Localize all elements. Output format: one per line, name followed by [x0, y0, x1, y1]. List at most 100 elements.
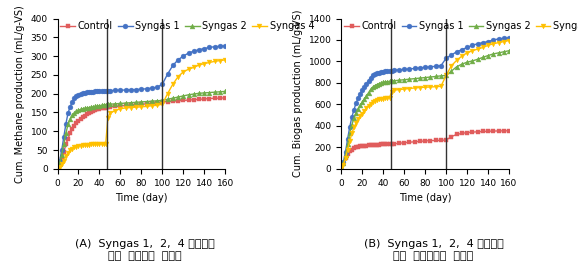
Control: [342, 156, 349, 160]
Control: [69, 128, 76, 131]
Syngas 1: [490, 38, 497, 41]
Syngas 4: [390, 89, 397, 92]
Syngas 1: [443, 57, 450, 60]
Control: [357, 145, 364, 148]
Syngas 1: [469, 44, 476, 47]
Syngas 2: [363, 94, 370, 97]
Syngas 1: [386, 69, 393, 73]
Syngas 2: [66, 118, 73, 121]
Syngas 1: [438, 64, 444, 67]
Syngas 1: [372, 73, 379, 76]
Syngas 4: [361, 109, 368, 113]
Syngas 2: [350, 117, 357, 120]
Line: Syngas 2: Syngas 2: [339, 48, 512, 171]
Syngas 4: [382, 97, 389, 100]
Control: [217, 97, 224, 100]
Syngas 2: [438, 74, 444, 77]
Syngas 2: [58, 153, 65, 156]
Syngas 1: [365, 79, 372, 82]
Syngas 2: [79, 107, 86, 110]
Syngas 4: [133, 106, 140, 109]
Syngas 1: [83, 90, 90, 94]
Syngas 4: [86, 143, 92, 146]
Text: (B)  Syngas 1,  2,  4 실험군의
누적  바이오가스  생성량: (B) Syngas 1, 2, 4 실험군의 누적 바이오가스 생성량: [364, 239, 503, 261]
Syngas 4: [66, 148, 73, 152]
Syngas 2: [353, 111, 360, 115]
Control: [65, 137, 72, 140]
Syngas 2: [458, 63, 465, 66]
Syngas 4: [180, 70, 187, 73]
Syngas 1: [112, 89, 118, 92]
Control: [62, 143, 69, 146]
Syngas 1: [149, 86, 155, 90]
Syngas 1: [388, 69, 395, 72]
Control: [54, 167, 61, 171]
Syngas 4: [386, 96, 393, 99]
Syngas 2: [143, 100, 150, 103]
Control: [422, 139, 429, 143]
Syngas 4: [376, 98, 383, 101]
Syngas 2: [195, 92, 202, 95]
Syngas 4: [495, 41, 502, 44]
Syngas 4: [469, 49, 476, 52]
Control: [154, 101, 161, 104]
Syngas 1: [427, 65, 434, 68]
Syngas 4: [159, 103, 166, 106]
Syngas 4: [490, 42, 497, 45]
Y-axis label: Cum. Biogas production (mL/g-VS): Cum. Biogas production (mL/g-VS): [293, 10, 303, 177]
Control: [73, 121, 80, 124]
Syngas 2: [206, 91, 213, 94]
Syngas 1: [211, 45, 218, 48]
Syngas 1: [355, 96, 362, 99]
Syngas 2: [388, 80, 395, 83]
Syngas 1: [479, 41, 486, 44]
Syngas 4: [105, 117, 112, 120]
Control: [458, 132, 465, 135]
Syngas 2: [338, 167, 345, 171]
Syngas 2: [164, 98, 171, 101]
Syngas 1: [127, 88, 134, 92]
Line: Syngas 1: Syngas 1: [55, 44, 228, 171]
Syngas 2: [73, 110, 80, 113]
Syngas 4: [62, 155, 69, 158]
Syngas 1: [432, 65, 439, 68]
Syngas 4: [427, 85, 434, 89]
Syngas 4: [359, 112, 366, 115]
Syngas 1: [349, 116, 355, 119]
Syngas 4: [195, 64, 202, 67]
Line: Control: Control: [55, 95, 228, 171]
Syngas 4: [384, 96, 391, 99]
Control: [474, 130, 481, 133]
Syngas 1: [106, 89, 113, 92]
Syngas 2: [365, 91, 372, 94]
Syngas 4: [81, 144, 88, 147]
Syngas 2: [501, 50, 507, 53]
Syngas 1: [143, 87, 150, 90]
Syngas 1: [73, 95, 80, 98]
Syngas 4: [350, 126, 357, 129]
Syngas 1: [357, 92, 364, 95]
Syngas 4: [438, 85, 444, 88]
Syngas 4: [117, 107, 124, 110]
Line: Syngas 4: Syngas 4: [55, 57, 228, 171]
Syngas 1: [169, 64, 176, 67]
Control: [222, 96, 229, 99]
Syngas 1: [206, 46, 213, 49]
Syngas 1: [90, 90, 97, 93]
Control: [384, 143, 391, 146]
Syngas 4: [401, 88, 407, 91]
Syngas 1: [154, 86, 161, 89]
Control: [411, 140, 418, 143]
Syngas 1: [484, 40, 491, 43]
Syngas 2: [342, 153, 349, 156]
Syngas 2: [102, 103, 109, 106]
Control: [112, 105, 118, 108]
Syngas 2: [474, 58, 481, 61]
Syngas 4: [377, 97, 384, 101]
Syngas 1: [448, 53, 455, 57]
Syngas 1: [353, 102, 360, 105]
Syngas 4: [60, 159, 67, 162]
Syngas 4: [106, 112, 113, 115]
Syngas 1: [217, 45, 224, 48]
Syngas 2: [417, 77, 424, 80]
